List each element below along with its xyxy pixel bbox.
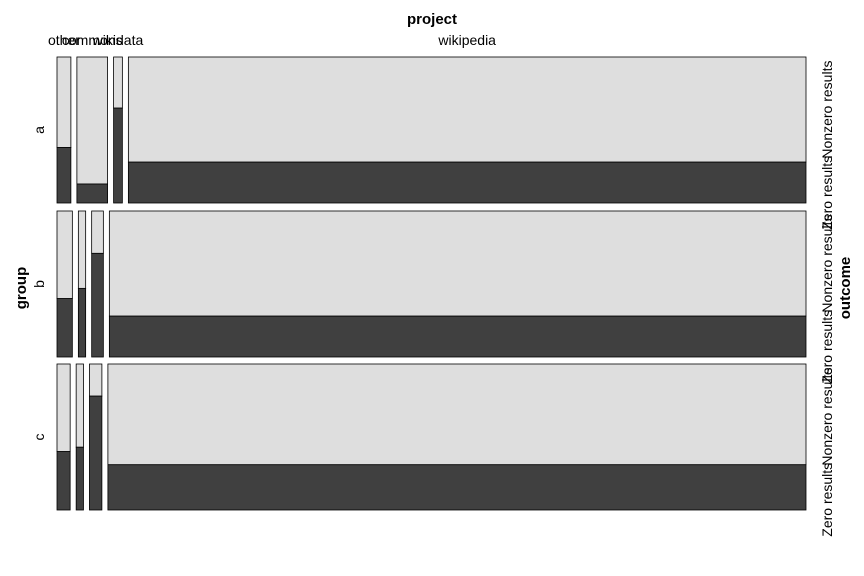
tile-c-wikidata-zero bbox=[89, 395, 103, 511]
fill-label-b-zero: Zero results bbox=[819, 310, 835, 384]
tile-b-commons-nonzero bbox=[77, 210, 87, 289]
mosaic-tiles bbox=[56, 56, 807, 511]
tile-a-wikipedia-zero bbox=[127, 161, 807, 204]
tile-c-commons-nonzero bbox=[75, 363, 84, 448]
tile-a-other-zero bbox=[56, 147, 72, 204]
tile-c-wikidata-nonzero bbox=[89, 363, 103, 397]
tile-a-commons-zero bbox=[76, 183, 108, 204]
tile-a-wikipedia-nonzero bbox=[127, 56, 807, 163]
tile-c-wikipedia-nonzero bbox=[107, 363, 807, 466]
tile-b-wikidata-nonzero bbox=[91, 210, 104, 254]
fill-label-c-zero: Zero results bbox=[819, 463, 835, 537]
fill-variable-label: outcome bbox=[837, 257, 854, 320]
tile-b-wikidata-zero bbox=[91, 252, 104, 358]
fill-label-c-nonzero: Nonzero results bbox=[819, 368, 835, 466]
row-label-a: a bbox=[31, 126, 47, 134]
column-label-other: other bbox=[48, 32, 80, 48]
row-label-c: c bbox=[31, 434, 47, 441]
fill-label-b-nonzero: Nonzero results bbox=[819, 215, 835, 313]
column-label-wikidata: wikidata bbox=[92, 32, 144, 48]
y-variable-label: group bbox=[13, 267, 30, 310]
tile-c-other-nonzero bbox=[56, 363, 71, 452]
tile-b-wikipedia-zero bbox=[108, 315, 807, 358]
column-label-wikipedia: wikipedia bbox=[437, 32, 496, 48]
row-label-b: b bbox=[31, 280, 47, 288]
fill-label-a-nonzero: Nonzero results bbox=[819, 61, 835, 159]
x-variable-label: project bbox=[407, 11, 457, 28]
tile-a-wikidata-nonzero bbox=[113, 56, 123, 109]
tile-a-commons-nonzero bbox=[76, 56, 108, 185]
tile-c-commons-zero bbox=[75, 446, 84, 511]
tile-c-other-zero bbox=[56, 451, 71, 511]
tile-b-other-nonzero bbox=[56, 210, 73, 299]
tile-a-wikidata-zero bbox=[113, 107, 123, 204]
tile-b-other-zero bbox=[56, 298, 73, 358]
column-label-commons: commons bbox=[62, 32, 123, 48]
fill-label-a-zero: Zero results bbox=[819, 156, 835, 230]
tile-c-wikipedia-zero bbox=[107, 464, 807, 511]
tile-b-commons-zero bbox=[77, 287, 87, 358]
tile-a-other-nonzero bbox=[56, 56, 72, 148]
tile-b-wikipedia-nonzero bbox=[108, 210, 807, 317]
